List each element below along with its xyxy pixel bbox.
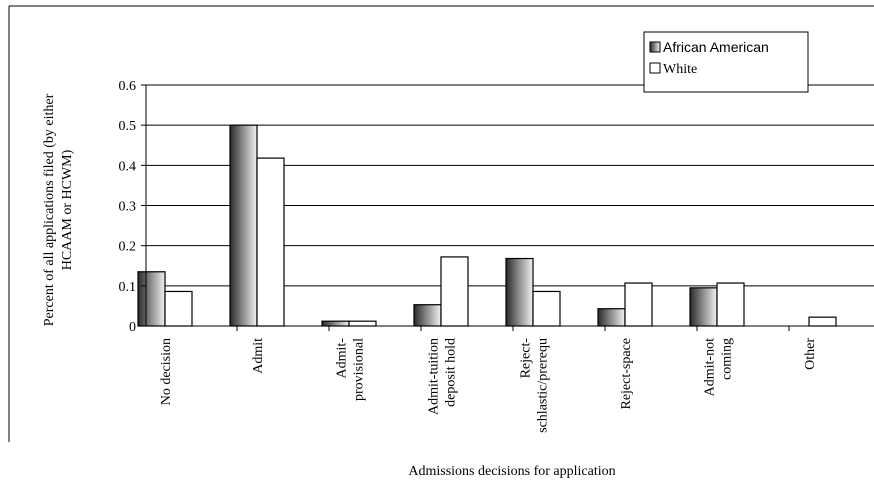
bar-african-american: [689, 287, 718, 327]
x-category-label: Admit-not: [703, 338, 718, 396]
y-tick-label: 0.2: [119, 240, 137, 255]
y-tick-label: 0.1: [119, 280, 137, 295]
y-axis-title: Percent of all applications filed (by ei…: [42, 93, 57, 326]
bar-african-american: [229, 124, 258, 327]
x-category-label: provisional: [352, 338, 367, 401]
x-axis-title: Admissions decisions for application: [408, 464, 615, 479]
bar-african-american: [321, 320, 350, 327]
x-category-label: Admit: [251, 338, 266, 374]
x-category-label: deposit hold: [444, 338, 459, 407]
legend-swatch-white: [649, 62, 661, 74]
y-axis-title: HCAAM or HCWM): [60, 149, 75, 270]
bar-african-american: [505, 257, 534, 327]
bar-white: [624, 282, 653, 327]
bar-african-american: [413, 304, 442, 327]
y-tick-label: 0.3: [119, 200, 137, 215]
x-category-label: No decision: [159, 338, 174, 405]
x-category-label: Admit-tuition: [427, 338, 442, 415]
bar-white: [348, 320, 377, 327]
legend-box: [643, 31, 809, 93]
x-category-label: Admit-: [335, 338, 350, 379]
bar-african-american: [597, 308, 626, 327]
bar-white: [532, 290, 561, 327]
bar-white: [808, 316, 837, 327]
x-category-label: schlastic/prerequ: [536, 338, 551, 433]
legend-label: African American: [663, 39, 769, 55]
bar-african-american: [137, 271, 166, 327]
y-tick-label: 0: [129, 320, 136, 335]
x-category-label: Reject-: [519, 338, 534, 379]
y-tick-label: 0.5: [119, 119, 137, 134]
bar-white: [716, 282, 745, 327]
x-category-label: Other: [803, 338, 818, 370]
bar-white: [440, 256, 469, 327]
legend-label: White: [663, 62, 697, 77]
y-tick-label: 0.4: [119, 159, 137, 174]
x-category-label: Reject-space: [619, 338, 634, 410]
bar-white: [164, 290, 193, 327]
x-category-label: coming: [720, 338, 735, 380]
legend-swatch-african-american: [649, 41, 661, 53]
bar-white: [256, 157, 285, 327]
y-tick-label: 0.6: [119, 79, 137, 94]
